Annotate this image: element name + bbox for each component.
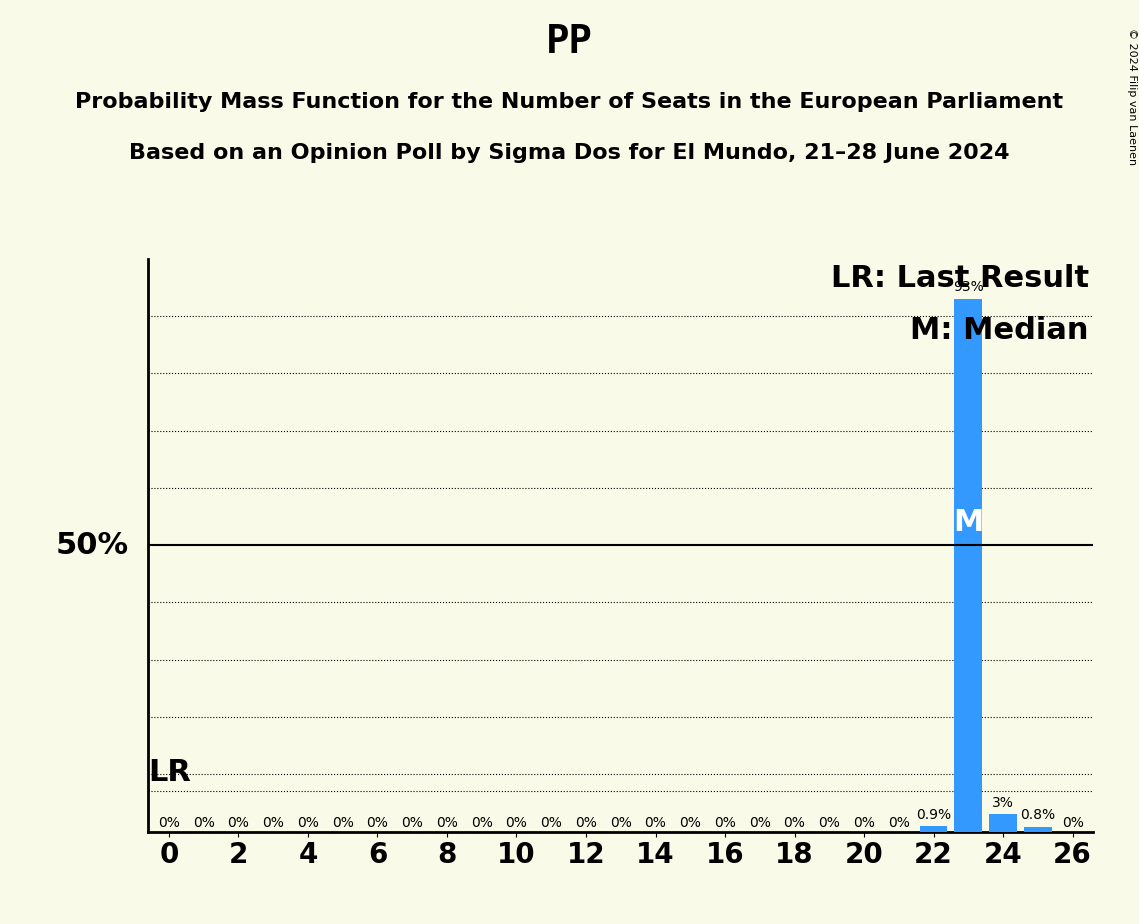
Text: © 2024 Filip van Laenen: © 2024 Filip van Laenen bbox=[1126, 28, 1137, 164]
Text: 0%: 0% bbox=[784, 817, 805, 831]
Text: M: Median: M: Median bbox=[910, 316, 1089, 345]
Text: 0%: 0% bbox=[853, 817, 875, 831]
Text: 0%: 0% bbox=[645, 817, 666, 831]
Text: 0%: 0% bbox=[297, 817, 319, 831]
Text: 0%: 0% bbox=[228, 817, 249, 831]
Text: PP: PP bbox=[546, 23, 593, 61]
Text: 0%: 0% bbox=[367, 817, 388, 831]
Text: 0%: 0% bbox=[192, 817, 214, 831]
Text: Based on an Opinion Poll by Sigma Dos for El Mundo, 21–28 June 2024: Based on an Opinion Poll by Sigma Dos fo… bbox=[129, 143, 1010, 164]
Text: 0%: 0% bbox=[888, 817, 910, 831]
Text: 0%: 0% bbox=[470, 817, 493, 831]
Text: 0%: 0% bbox=[714, 817, 736, 831]
Text: 3%: 3% bbox=[992, 796, 1014, 809]
Text: 0%: 0% bbox=[262, 817, 284, 831]
Text: 0%: 0% bbox=[436, 817, 458, 831]
Text: 0%: 0% bbox=[506, 817, 527, 831]
Text: 93%: 93% bbox=[953, 280, 984, 294]
Text: 0%: 0% bbox=[679, 817, 702, 831]
Text: 0%: 0% bbox=[748, 817, 771, 831]
Bar bbox=[989, 814, 1017, 832]
Text: 0%: 0% bbox=[158, 817, 180, 831]
Text: 0%: 0% bbox=[1062, 817, 1083, 831]
Bar bbox=[1024, 827, 1051, 832]
Text: 0%: 0% bbox=[575, 817, 597, 831]
Text: LR: Last Result: LR: Last Result bbox=[830, 264, 1089, 294]
Text: 0.8%: 0.8% bbox=[1021, 808, 1056, 822]
Text: M: M bbox=[953, 507, 983, 537]
Bar bbox=[919, 826, 948, 832]
Text: 50%: 50% bbox=[56, 530, 129, 560]
Text: 0.9%: 0.9% bbox=[916, 808, 951, 821]
Text: 0%: 0% bbox=[331, 817, 353, 831]
Bar bbox=[954, 298, 982, 832]
Text: Probability Mass Function for the Number of Seats in the European Parliament: Probability Mass Function for the Number… bbox=[75, 92, 1064, 113]
Text: 0%: 0% bbox=[818, 817, 841, 831]
Text: 0%: 0% bbox=[540, 817, 563, 831]
Text: 0%: 0% bbox=[609, 817, 632, 831]
Text: 0%: 0% bbox=[401, 817, 424, 831]
Text: LR: LR bbox=[148, 758, 191, 787]
